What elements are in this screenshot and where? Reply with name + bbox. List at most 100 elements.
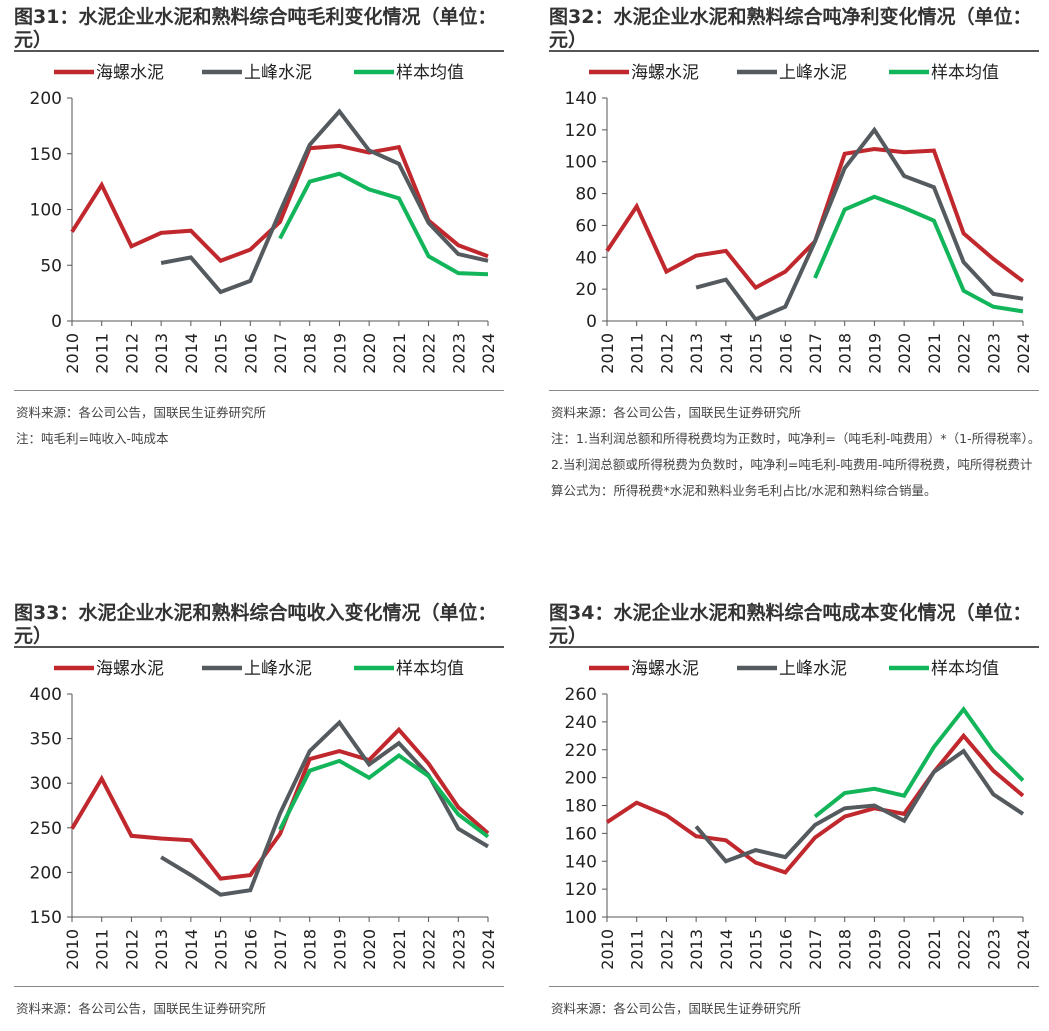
y-tick-label: 140 (565, 89, 597, 109)
note-text: 注：吨毛利=吨收入-吨成本 (16, 431, 169, 446)
x-tick-label: 2011 (93, 929, 112, 970)
y-tick-label: 220 (565, 741, 597, 761)
y-tick-label: 140 (565, 852, 597, 872)
x-tick-label: 2014 (182, 333, 201, 374)
x-tick-label: 2016 (776, 333, 795, 374)
x-tick-label: 2010 (63, 333, 82, 374)
x-tick-label: 2010 (598, 929, 617, 970)
x-tick-label: 2023 (984, 333, 1003, 374)
legend-label: 样本均值 (396, 659, 464, 679)
figure-32-panel: 图32：水泥企业水泥和熟料综合吨净利变化情况（单位：元） 海螺水泥 上峰水泥 样本均… (549, 0, 1049, 498)
series-line-海螺水泥 (605, 732, 1025, 875)
y-tick-label: 150 (30, 908, 62, 928)
source-divider (14, 986, 504, 987)
x-tick-label: 2020 (360, 333, 379, 374)
legend-item: 样本均值 (889, 659, 999, 679)
note-text: 2.当利润总额或所得税费为负数时，吨净利=吨毛利-吨费用-吨所得税费，吨所得税费… (551, 457, 1033, 498)
x-tick-label: 2012 (657, 333, 676, 374)
legend-label: 上峰水泥 (779, 659, 847, 679)
x-tick-label: 2017 (271, 333, 290, 374)
y-tick-label: 200 (565, 769, 597, 789)
y-tick-label: 180 (565, 797, 597, 817)
title-divider (549, 646, 1039, 648)
legend-item: 样本均值 (889, 63, 999, 83)
y-tick-label: 0 (586, 312, 597, 332)
figure-34-panel: 图34：水泥企业水泥和熟料综合吨成本变化情况（单位：元） 海螺水泥 上峰水泥 样本均… (549, 596, 1049, 1016)
x-tick-label: 2015 (747, 929, 766, 970)
x-tick-label: 2020 (360, 929, 379, 970)
legend-label: 海螺水泥 (96, 63, 164, 83)
x-tick-label: 2022 (420, 333, 439, 374)
series-line-上峰水泥 (160, 719, 490, 897)
figure-notes: 资料来源：各公司公告，国联民生证券研究所 (551, 996, 1041, 1022)
x-tick-label: 2013 (687, 333, 706, 374)
legend-label: 上峰水泥 (244, 659, 312, 679)
y-tick-label: 250 (30, 819, 62, 839)
series-line-上峰水泥 (694, 748, 1025, 864)
x-tick-label: 2017 (806, 929, 825, 970)
y-tick-label: 120 (565, 121, 597, 141)
legend-item: 上峰水泥 (202, 63, 312, 83)
figure-notes: 资料来源：各公司公告，国联民生证券研究所 (16, 996, 506, 1022)
figure-31-panel: 图31：水泥企业水泥和熟料综合吨毛利变化情况（单位：元） 海螺水泥 上峰水泥 样本均… (14, 0, 514, 446)
x-tick-label: 2024 (479, 929, 498, 970)
x-tick-label: 2014 (717, 929, 736, 970)
x-tick-label: 2013 (687, 929, 706, 970)
x-tick-label: 2018 (301, 929, 320, 970)
x-tick-label: 2020 (895, 333, 914, 374)
x-tick-label: 2013 (152, 333, 171, 374)
x-tick-label: 2012 (122, 333, 141, 374)
x-tick-label: 2021 (925, 333, 944, 374)
series-line-海螺水泥 (605, 146, 1025, 291)
title-divider (14, 50, 504, 52)
y-tick-label: 60 (575, 216, 597, 236)
x-tick-label: 2018 (836, 929, 855, 970)
figure-title: 图31：水泥企业水泥和熟料综合吨毛利变化情况（单位：元） (14, 6, 497, 51)
y-tick-label: 160 (565, 824, 597, 844)
x-tick-label: 2010 (63, 929, 82, 970)
legend-item: 上峰水泥 (737, 63, 847, 83)
x-tick-label: 2019 (330, 929, 349, 970)
x-tick-label: 2019 (865, 333, 884, 374)
legend-label: 上峰水泥 (779, 63, 847, 83)
x-tick-label: 2013 (152, 929, 171, 970)
legend-label: 海螺水泥 (631, 63, 699, 83)
x-tick-label: 2016 (241, 929, 260, 970)
y-tick-label: 260 (565, 685, 597, 705)
x-tick-label: 2011 (628, 929, 647, 970)
source-text: 资料来源：各公司公告，国联民生证券研究所 (551, 405, 802, 420)
source-text: 资料来源：各公司公告，国联民生证券研究所 (551, 1001, 802, 1016)
x-tick-label: 2023 (449, 333, 468, 374)
x-tick-label: 2011 (93, 333, 112, 374)
y-tick-label: 300 (30, 774, 62, 794)
x-tick-label: 2019 (330, 333, 349, 374)
cost-per-ton-chart: 海螺水泥 上峰水泥 样本均值 100 120 140 160 180 200 220 240 260 2… (565, 659, 1033, 970)
x-tick-label: 2018 (301, 333, 320, 374)
figure-33-panel: 图33：水泥企业水泥和熟料综合吨收入变化情况（单位：元） 海螺水泥 上峰水泥 样本均… (14, 596, 514, 1016)
legend-label: 上峰水泥 (244, 63, 312, 83)
x-tick-label: 2012 (657, 929, 676, 970)
x-tick-label: 2017 (806, 333, 825, 374)
gross-profit-per-ton-chart: 海螺水泥 上峰水泥 样本均值 0 50 100 150 200 2010 2011 2012 2013… (30, 63, 498, 374)
x-tick-label: 2014 (717, 333, 736, 374)
x-tick-label: 2024 (1014, 929, 1033, 970)
y-tick-label: 100 (565, 153, 597, 173)
revenue-per-ton-chart: 海螺水泥 上峰水泥 样本均值 150 200 250 300 350 400 2010 2011 20… (30, 659, 498, 970)
x-tick-label: 2016 (776, 929, 795, 970)
x-tick-label: 2019 (865, 929, 884, 970)
figure-title: 图33：水泥企业水泥和熟料综合吨收入变化情况（单位：元） (14, 602, 497, 647)
x-tick-label: 2021 (390, 929, 409, 970)
x-tick-label: 2015 (212, 929, 231, 970)
series-line-海螺水泥 (70, 143, 489, 264)
series-line-样本均值 (813, 705, 1025, 819)
x-tick-label: 2020 (895, 929, 914, 970)
x-tick-label: 2015 (747, 333, 766, 374)
x-tick-label: 2024 (1014, 333, 1033, 374)
y-tick-label: 50 (40, 256, 62, 276)
series-line-样本均值 (813, 194, 1024, 314)
x-tick-label: 2023 (449, 929, 468, 970)
y-tick-label: 200 (30, 863, 62, 883)
legend-item: 样本均值 (354, 659, 464, 679)
x-tick-label: 2022 (420, 929, 439, 970)
series-line-上峰水泥 (160, 108, 489, 295)
